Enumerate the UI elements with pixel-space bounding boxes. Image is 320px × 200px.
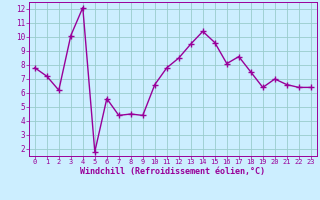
X-axis label: Windchill (Refroidissement éolien,°C): Windchill (Refroidissement éolien,°C)	[80, 167, 265, 176]
